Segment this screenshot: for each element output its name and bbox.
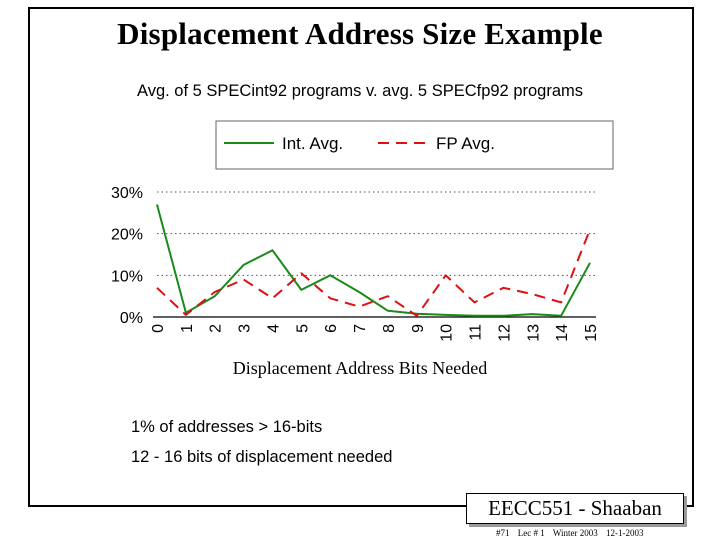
slide-footer: #71 Lec # 1 Winter 2003 12-1-2003 — [496, 528, 706, 538]
x-tick-label: 4 — [265, 324, 282, 333]
slide-frame — [28, 7, 694, 507]
footer-lecture: Lec # 1 — [517, 528, 545, 538]
x-tick-label: 7 — [352, 324, 369, 333]
x-tick-label: 5 — [294, 324, 311, 333]
x-tick-label: 0 — [150, 324, 167, 333]
note-bits-needed: 12 - 16 bits of displacement needed — [131, 448, 393, 466]
footer-date: 12-1-2003 — [605, 528, 644, 538]
x-tick-label: 12 — [496, 324, 513, 342]
x-tick-label: 9 — [410, 324, 427, 333]
x-tick-label: 2 — [208, 324, 225, 333]
x-tick-label: 8 — [381, 324, 398, 333]
y-tick-label: 0% — [120, 310, 143, 327]
slide-title: Displacement Address Size Example — [117, 16, 603, 51]
x-tick-label: 14 — [554, 324, 571, 342]
x-tick-label: 3 — [237, 324, 254, 333]
x-tick-label: 15 — [583, 324, 600, 342]
x-tick-label: 11 — [468, 324, 485, 341]
note-addresses: 1% of addresses > 16-bits — [131, 418, 323, 436]
y-tick-label: 30% — [111, 185, 143, 202]
y-tick-label: 20% — [111, 227, 143, 244]
x-tick-label: 10 — [439, 324, 456, 342]
x-tick-label: 6 — [323, 324, 340, 333]
x-tick-label: 13 — [525, 324, 542, 342]
y-tick-label: 10% — [111, 268, 143, 285]
legend-label: FP Avg. — [436, 134, 495, 153]
x-tick-label: 1 — [179, 324, 196, 333]
legend-box — [215, 120, 614, 170]
chart-subtitle: Avg. of 5 SPECint92 programs v. avg. 5 S… — [136, 82, 584, 100]
footer-term: Winter 2003 — [552, 528, 598, 538]
x-axis-label: Displacement Address Bits Needed — [232, 358, 488, 378]
series-line-fp-avg — [156, 229, 591, 317]
series-line-int-avg — [156, 204, 591, 317]
legend-label: Int. Avg. — [282, 134, 343, 153]
footer-slide-number: #71 — [496, 528, 510, 538]
course-badge: EECC551 - Shaaban — [466, 493, 684, 524]
